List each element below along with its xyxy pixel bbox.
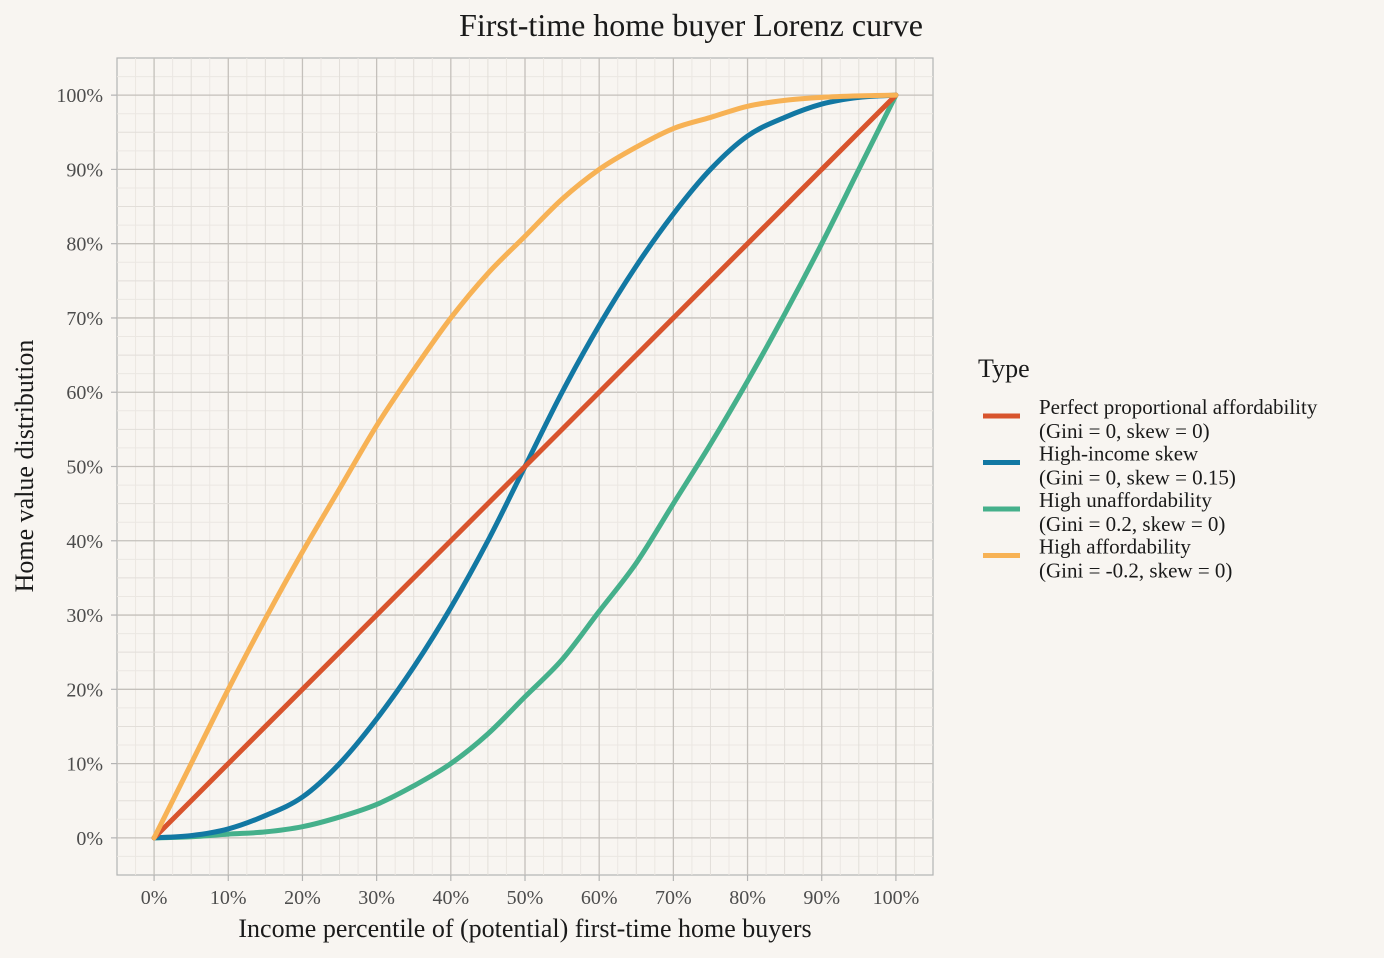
x-tick-label: 70%: [655, 887, 692, 909]
x-tick-label: 10%: [210, 887, 247, 909]
legend-sublabel: (Gini = 0, skew = 0): [1039, 419, 1210, 443]
y-tick-label: 80%: [66, 234, 103, 256]
legend-label: High unaffordability: [1039, 488, 1212, 512]
legend-label: High affordability: [1039, 535, 1191, 559]
legend-label: Perfect proportional affordability: [1039, 395, 1318, 419]
series-line-3: [151, 92, 899, 841]
x-tick-label: 100%: [873, 887, 920, 909]
y-axis-ticks: 0% 10% 20% 30% 40% 50% 60% 70% 80% 90% 100%: [56, 85, 117, 850]
series-line-2: [151, 92, 899, 841]
y-tick-label: 50%: [66, 457, 103, 479]
y-tick-label: 40%: [66, 531, 103, 553]
y-tick-label: 10%: [66, 754, 103, 776]
x-tick-label: 50%: [507, 887, 544, 909]
legend-sublabel: (Gini = -0.2, skew = 0): [1039, 559, 1232, 583]
legend-label: High-income skew: [1039, 442, 1199, 466]
x-tick-label: 0%: [141, 887, 168, 909]
x-tick-label: 60%: [581, 887, 618, 909]
y-tick-label: 90%: [66, 159, 103, 181]
y-tick-label: 20%: [66, 679, 103, 701]
y-axis-title: Home value distribution: [10, 340, 39, 593]
legend-sublabel: (Gini = 0.2, skew = 0): [1039, 512, 1225, 536]
y-tick-label: 100%: [56, 85, 103, 107]
x-tick-label: 80%: [729, 887, 766, 909]
legend-sublabel: (Gini = 0, skew = 0.15): [1039, 466, 1236, 490]
x-tick-label: 30%: [358, 887, 395, 909]
x-tick-label: 20%: [284, 887, 321, 909]
y-tick-label: 70%: [66, 308, 103, 330]
x-tick-label: 40%: [432, 887, 469, 909]
y-tick-label: 0%: [76, 828, 103, 850]
y-tick-label: 30%: [66, 605, 103, 627]
series-lines: [151, 92, 899, 841]
legend-title: Type: [978, 354, 1030, 383]
legend: Type Perfect proportional affordability(…: [978, 354, 1318, 583]
x-axis-ticks: 0% 10% 20% 30% 40% 50% 60% 70% 80% 90% 100%: [141, 875, 919, 909]
x-tick-label: 90%: [803, 887, 840, 909]
series-line-0: [151, 92, 899, 841]
grid-lines: [117, 58, 933, 875]
x-axis-title: Income percentile of (potential) first-t…: [238, 914, 811, 943]
y-tick-label: 60%: [66, 382, 103, 404]
chart-title: First-time home buyer Lorenz curve: [459, 7, 923, 43]
